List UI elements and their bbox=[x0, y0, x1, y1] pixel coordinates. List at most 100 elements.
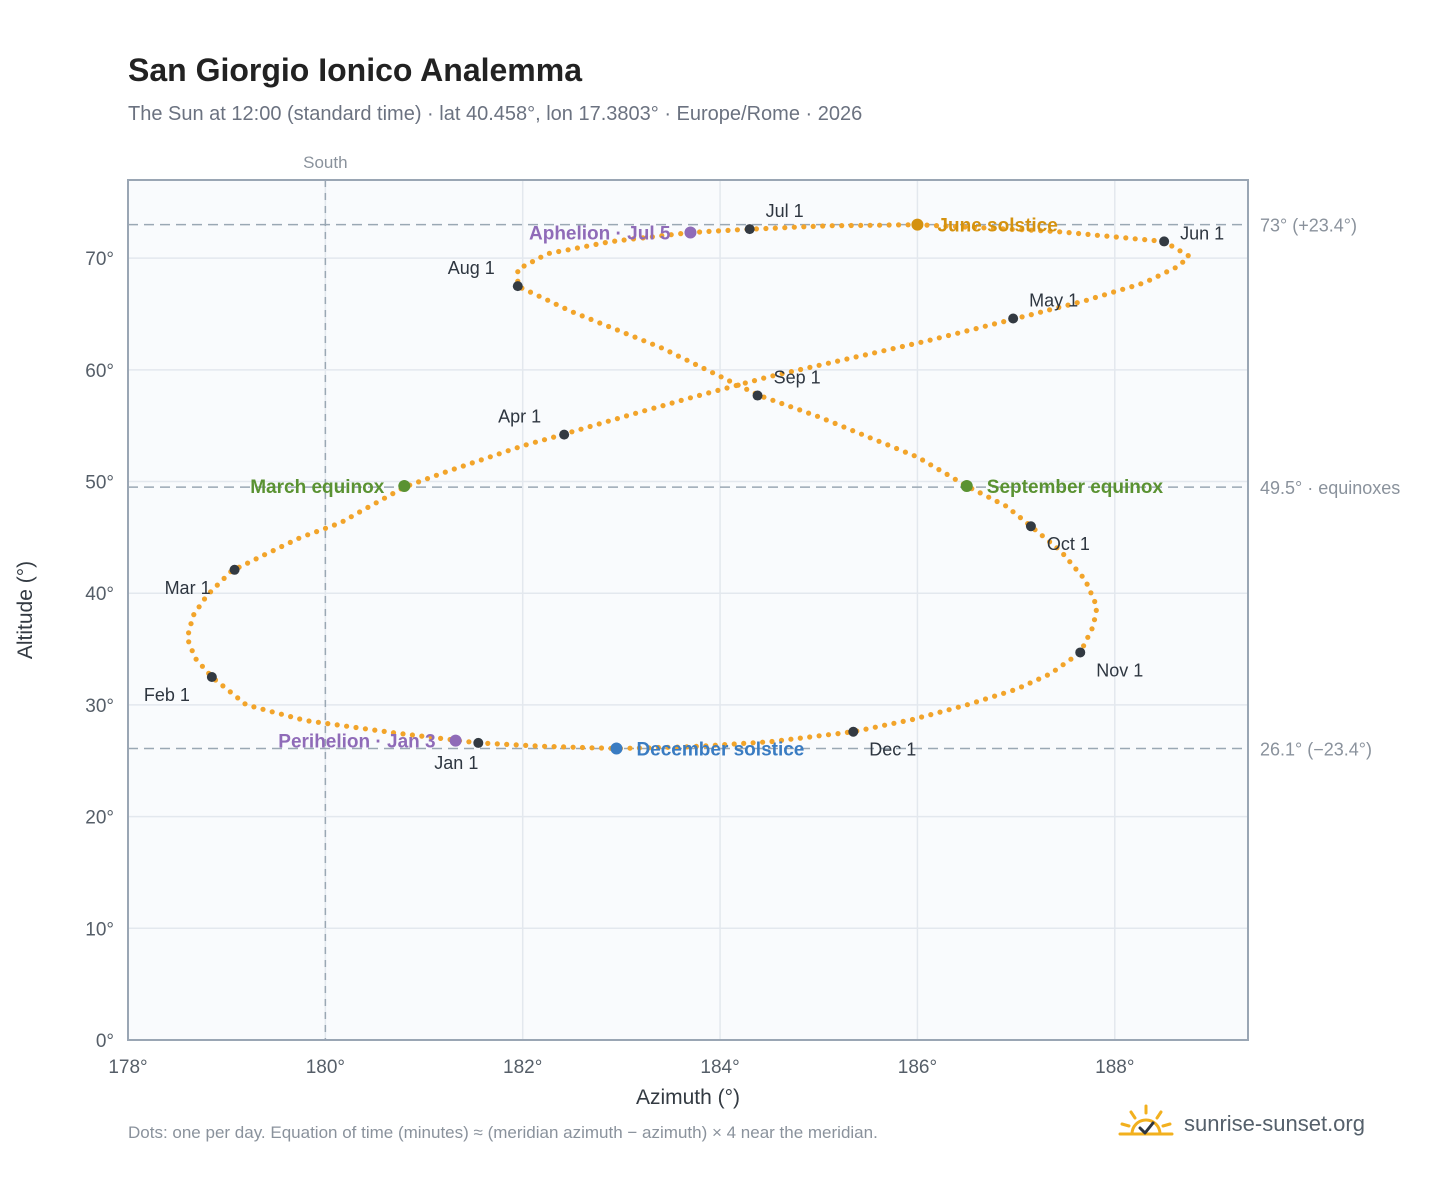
daily-dot bbox=[992, 693, 998, 699]
daily-dot bbox=[245, 560, 251, 566]
daily-dot bbox=[438, 735, 444, 742]
daily-dot bbox=[536, 293, 542, 299]
daily-dot bbox=[1093, 607, 1099, 614]
daily-dot bbox=[722, 742, 728, 748]
month-marker bbox=[473, 737, 484, 748]
daily-dot bbox=[936, 335, 942, 341]
daily-dot bbox=[521, 263, 527, 269]
daily-dot bbox=[706, 228, 712, 234]
daily-dot bbox=[928, 712, 934, 718]
daily-dot bbox=[623, 413, 630, 419]
daily-dot bbox=[649, 234, 656, 240]
daily-dot bbox=[994, 498, 1000, 505]
daily-dot bbox=[251, 704, 257, 710]
daily-dot bbox=[909, 341, 915, 347]
daily-dot bbox=[798, 366, 804, 373]
daily-dot bbox=[372, 727, 378, 733]
daily-dot bbox=[839, 223, 845, 229]
chart-title: San Giorgio Ionico Analemma bbox=[128, 52, 582, 88]
daily-dot bbox=[769, 738, 775, 745]
daily-dot bbox=[668, 232, 674, 238]
daily-dot bbox=[763, 225, 769, 232]
daily-dot bbox=[825, 360, 832, 366]
y-tick-label: 20° bbox=[85, 808, 114, 829]
daily-dot bbox=[896, 222, 902, 228]
daily-dot bbox=[621, 237, 627, 243]
daily-dot bbox=[814, 413, 821, 419]
daily-dot bbox=[823, 417, 829, 423]
daily-dot bbox=[772, 225, 778, 231]
daily-dot bbox=[270, 548, 276, 554]
daily-dot bbox=[841, 424, 847, 430]
daily-dot bbox=[578, 426, 584, 432]
daily-dot bbox=[1028, 312, 1034, 318]
daily-dot bbox=[466, 739, 472, 745]
daily-dot bbox=[579, 744, 586, 751]
daily-dot bbox=[715, 228, 722, 234]
daily-dot bbox=[632, 334, 638, 340]
daily-dot bbox=[416, 479, 422, 485]
daily-dot bbox=[1123, 235, 1129, 241]
daily-dot bbox=[891, 720, 897, 726]
daily-dot bbox=[973, 326, 979, 332]
daily-dot bbox=[1038, 228, 1044, 234]
daily-dot bbox=[1047, 307, 1053, 313]
daily-dot bbox=[196, 604, 202, 610]
daily-dot bbox=[485, 740, 491, 747]
daily-dot bbox=[340, 518, 346, 524]
daily-dot bbox=[451, 466, 457, 472]
daily-dot bbox=[770, 373, 776, 379]
daily-dot bbox=[687, 395, 694, 401]
daily-dot bbox=[400, 731, 406, 737]
daily-dot bbox=[703, 743, 709, 749]
reference-line-label: 49.5° · equinoxes bbox=[1260, 478, 1400, 498]
event-marker bbox=[960, 480, 973, 493]
daily-dot bbox=[1047, 228, 1053, 234]
daily-dot bbox=[574, 245, 581, 251]
daily-dot bbox=[660, 403, 666, 409]
daily-dot bbox=[214, 582, 220, 588]
daily-dot bbox=[641, 338, 647, 344]
daily-dot bbox=[201, 596, 208, 602]
daily-dot bbox=[1091, 617, 1098, 623]
month-marker bbox=[848, 726, 859, 737]
daily-dot bbox=[598, 745, 605, 751]
daily-dot bbox=[602, 240, 608, 246]
month-marker bbox=[559, 429, 570, 440]
y-tick-label: 0° bbox=[96, 1031, 114, 1052]
x-tick-label: 186° bbox=[898, 1057, 937, 1078]
daily-dot bbox=[650, 341, 656, 347]
daily-dot bbox=[487, 454, 493, 460]
daily-dot bbox=[876, 438, 882, 444]
daily-dot bbox=[943, 223, 949, 229]
chart-subtitle: The Sun at 12:00 (standard time) · lat 4… bbox=[128, 103, 863, 125]
daily-dot bbox=[627, 745, 633, 751]
daily-dot bbox=[513, 742, 519, 748]
daily-dot bbox=[588, 316, 594, 322]
daily-dot bbox=[867, 435, 873, 441]
daily-dot bbox=[1094, 232, 1100, 238]
daily-dot bbox=[885, 442, 891, 448]
daily-dot bbox=[1073, 566, 1079, 572]
daily-dot bbox=[750, 740, 756, 746]
daily-dot bbox=[1068, 656, 1074, 662]
event-marker bbox=[610, 742, 623, 755]
daily-dot bbox=[890, 346, 896, 352]
daily-dot bbox=[529, 259, 536, 265]
daily-dot bbox=[1065, 302, 1071, 308]
daily-dot bbox=[735, 382, 741, 388]
daily-dot bbox=[797, 735, 803, 741]
daily-dot bbox=[678, 397, 684, 403]
daily-dot bbox=[962, 224, 968, 230]
daily-dot bbox=[816, 733, 822, 739]
brand-link[interactable]: sunrise-sunset.org bbox=[1118, 1100, 1365, 1148]
daily-dot bbox=[546, 250, 553, 256]
x-tick-label: 180° bbox=[306, 1057, 345, 1078]
daily-dot bbox=[545, 297, 551, 303]
daily-dot bbox=[725, 227, 731, 233]
daily-dot bbox=[630, 236, 637, 242]
daily-dot bbox=[982, 696, 989, 702]
daily-dot bbox=[1101, 292, 1108, 298]
daily-dot bbox=[1092, 294, 1098, 301]
daily-dot bbox=[1132, 236, 1138, 242]
